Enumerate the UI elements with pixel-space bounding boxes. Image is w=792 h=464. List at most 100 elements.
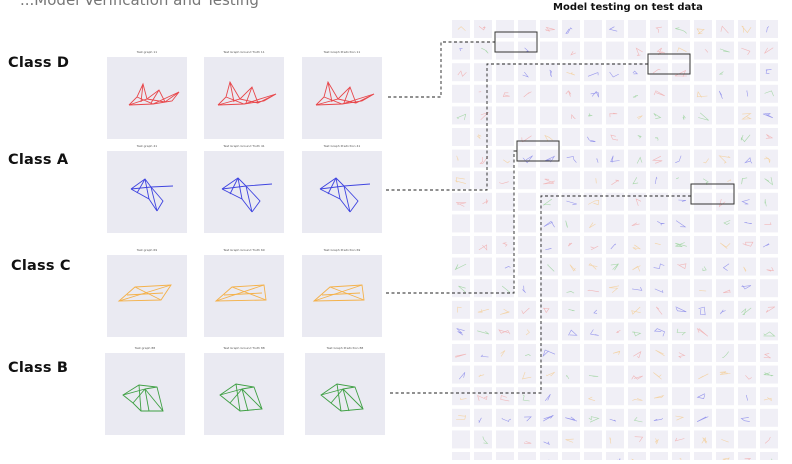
test-thumbnail [716,214,734,233]
test-thumbnail [606,257,624,276]
test-thumbnail [760,452,778,460]
test-thumbnail [716,128,734,146]
test-thumbnail [606,41,624,60]
test-thumbnail [628,365,646,384]
test-thumbnail [716,387,734,406]
test-thumbnail [738,171,756,190]
test-thumbnail [738,106,756,125]
test-thumbnail [540,408,558,427]
test-thumbnail [452,20,470,38]
class-label-b: Class B [8,360,69,376]
test-thumbnail [606,387,624,406]
test-thumbnail [474,408,492,427]
test-thumbnail [584,322,602,341]
test-thumbnail [738,63,756,82]
class-c-test-graph-panel: Test graph 69 [107,248,187,337]
test-thumbnail [628,149,646,168]
test-thumbnail [562,171,580,190]
test-thumbnail [562,365,580,384]
connector-class-a [386,63,648,191]
test-thumbnail [760,365,778,384]
test-thumbnail [540,63,558,82]
test-thumbnail [518,300,536,319]
test-thumbnail [716,408,734,427]
test-thumbnail [452,214,470,233]
test-thumbnail [606,214,624,233]
test-thumbnail [606,171,624,190]
test-thumbnail [738,41,756,60]
test-thumbnail [518,387,536,406]
test-thumbnail [496,149,514,168]
test-thumbnail [606,344,624,362]
test-thumbnail [562,430,580,449]
panel-title: Test Graph Ground Truth 41 [223,144,265,148]
panel-title: Test Graph Prediction 11 [323,50,361,54]
test-thumbnail [474,20,492,38]
test-thumbnail [672,279,690,298]
test-thumbnail [562,20,580,38]
test-thumbnail [540,84,558,103]
test-thumbnail [628,452,646,460]
test-thumbnail [474,41,492,60]
test-thumbnail [474,214,492,233]
test-thumbnail [672,84,690,103]
test-thumbnail [738,236,756,254]
test-thumbnail [474,430,492,449]
test-thumbnail [584,214,602,233]
test-thumbnail [606,300,624,319]
test-thumbnail [694,387,712,406]
test-thumbnail [496,106,514,125]
test-thumbnail [452,84,470,103]
test-thumbnail [716,430,734,449]
test-thumbnail [672,365,690,384]
test-thumbnail [518,257,536,276]
test-thumbnail [606,192,624,211]
test-thumbnail [716,257,734,276]
test-thumbnail [606,452,624,460]
test-thumbnail [562,128,580,146]
test-thumbnail [540,236,558,254]
test-thumbnail [738,192,756,211]
test-thumbnail [584,41,602,60]
test-thumbnail [540,41,558,60]
test-thumbnail [562,279,580,298]
test-thumbnail [760,430,778,449]
test-thumbnail [562,408,580,427]
test-thumbnail [694,128,712,146]
test-thumbnail [584,300,602,319]
test-thumbnail [694,106,712,125]
test-thumbnail [496,257,514,276]
test-thumbnail [650,171,668,190]
test-thumbnail [584,387,602,406]
test-thumbnail [650,257,668,276]
test-thumbnail [650,365,668,384]
test-thumbnail [518,430,536,449]
test-thumbnail [672,452,690,460]
test-thumbnail [694,149,712,168]
panel-title: Test graph 88 [134,346,156,350]
test-thumbnail [606,408,624,427]
test-thumbnail [518,63,536,82]
test-thumbnail [716,63,734,82]
test-thumbnail [562,257,580,276]
test-thumbnail [496,20,514,38]
test-thumbnail [650,84,668,103]
test-thumbnail [474,300,492,319]
test-thumbnail [540,279,558,298]
test-thumbnail [738,84,756,103]
panel-title: Test graph 69 [136,248,158,252]
test-thumbnail [452,300,470,319]
test-thumbnail [738,365,756,384]
test-thumbnail [584,171,602,190]
test-thumbnail [452,236,470,254]
class-c-prediction-graph [312,284,365,302]
test-thumbnail [584,279,602,298]
test-thumbnail [694,279,712,298]
test-thumbnail [672,300,690,319]
test-grid-title: Model testing on test data [553,2,703,13]
test-thumbnail [452,344,470,362]
test-thumbnail [650,236,668,254]
test-thumbnail [716,20,734,38]
highlight-box-class-d [494,31,538,53]
test-thumbnail [540,344,558,362]
